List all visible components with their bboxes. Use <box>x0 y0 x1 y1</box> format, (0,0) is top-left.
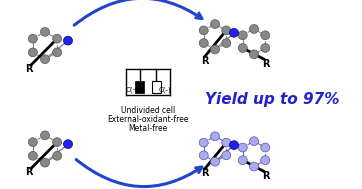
Circle shape <box>52 138 62 146</box>
Circle shape <box>41 55 50 64</box>
Circle shape <box>230 141 239 149</box>
Circle shape <box>63 36 72 45</box>
Circle shape <box>261 143 270 152</box>
Circle shape <box>238 31 247 40</box>
Circle shape <box>28 138 37 146</box>
Text: R: R <box>262 171 269 181</box>
Text: External-oxidant-free: External-oxidant-free <box>107 115 189 124</box>
Text: R: R <box>25 64 33 74</box>
Circle shape <box>28 48 37 57</box>
Text: Undivided cell: Undivided cell <box>121 106 175 115</box>
Circle shape <box>249 162 258 171</box>
Circle shape <box>222 151 231 160</box>
Circle shape <box>210 45 219 54</box>
Circle shape <box>41 131 50 140</box>
Circle shape <box>199 138 208 147</box>
Text: Metal-free: Metal-free <box>129 124 168 133</box>
Circle shape <box>210 132 219 141</box>
Circle shape <box>28 151 37 160</box>
Circle shape <box>199 39 208 47</box>
Circle shape <box>41 158 50 167</box>
Text: R: R <box>262 59 269 69</box>
Circle shape <box>238 44 247 52</box>
Circle shape <box>199 151 208 160</box>
Circle shape <box>210 157 219 166</box>
Bar <box>152 81 161 93</box>
Circle shape <box>238 143 247 152</box>
Circle shape <box>249 137 258 146</box>
Circle shape <box>63 140 72 149</box>
Circle shape <box>52 151 62 160</box>
Circle shape <box>261 31 270 40</box>
Circle shape <box>261 44 270 52</box>
Text: R: R <box>201 56 209 66</box>
Circle shape <box>52 48 62 57</box>
Circle shape <box>199 26 208 35</box>
Circle shape <box>249 25 258 33</box>
Circle shape <box>222 39 231 47</box>
Text: Yield up to 97%: Yield up to 97% <box>205 92 339 107</box>
Text: C(+): C(+) <box>126 86 142 93</box>
Text: R: R <box>25 167 33 177</box>
Circle shape <box>230 28 239 37</box>
Circle shape <box>222 138 231 147</box>
Circle shape <box>261 156 270 165</box>
Circle shape <box>249 50 258 59</box>
Circle shape <box>41 27 50 36</box>
Circle shape <box>238 156 247 165</box>
Circle shape <box>222 26 231 35</box>
Circle shape <box>210 20 219 28</box>
Circle shape <box>28 34 37 43</box>
Text: R: R <box>201 168 209 178</box>
Circle shape <box>52 34 62 43</box>
Text: C(-): C(-) <box>159 86 171 93</box>
Bar <box>135 81 144 93</box>
